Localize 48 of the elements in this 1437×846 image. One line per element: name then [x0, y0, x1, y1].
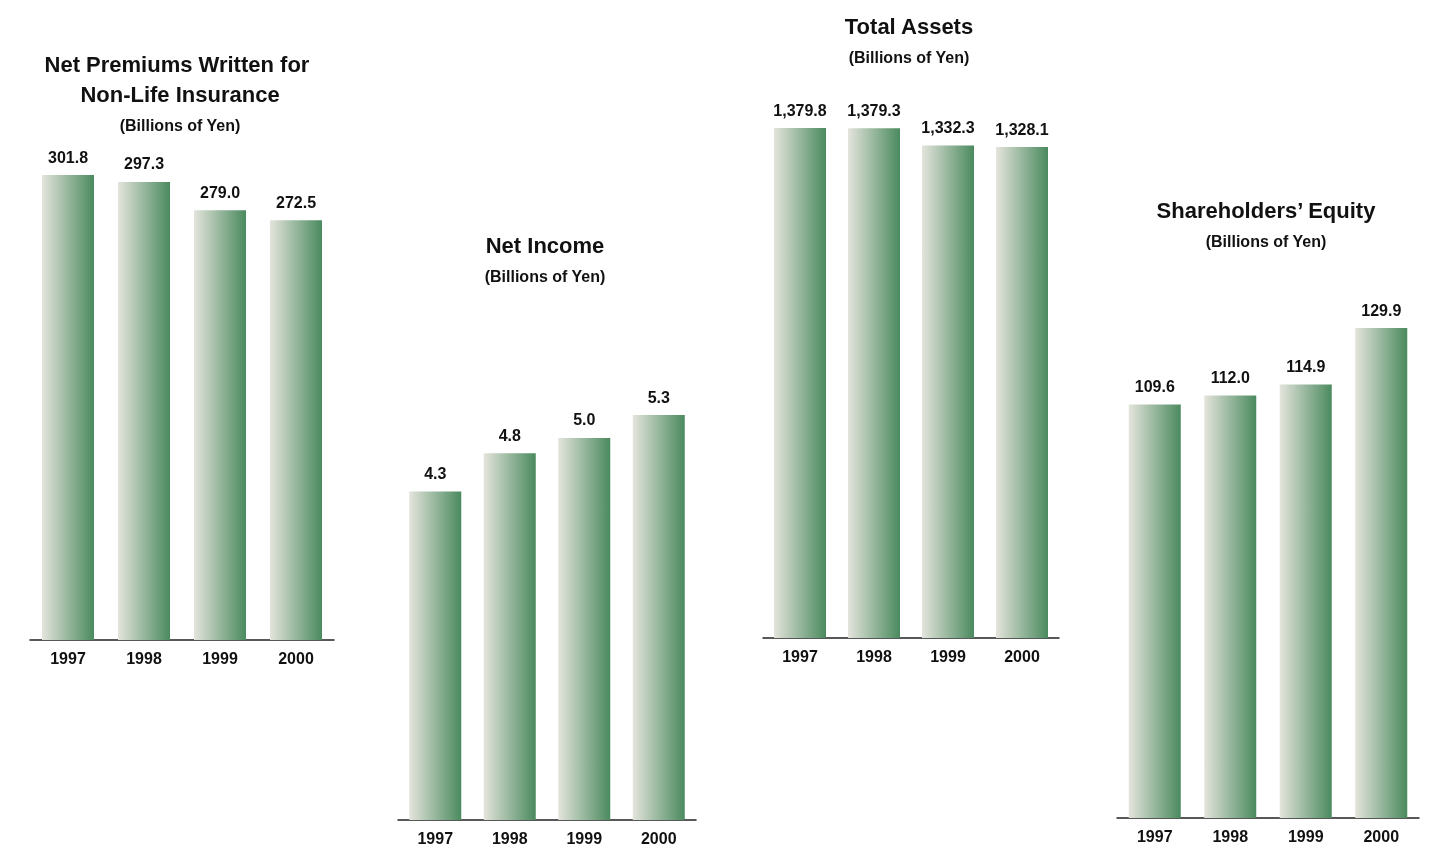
x-tick-label: 1999: [202, 649, 238, 667]
chart-title: Total Assets: [844, 13, 974, 39]
bar: [409, 491, 462, 820]
x-tick-label: 2000: [1004, 647, 1040, 665]
x-tick-label: 1997: [1136, 827, 1173, 845]
chart-subtitle: (Billions of Yen): [848, 48, 970, 66]
data-label: 1,328.1: [995, 120, 1049, 138]
x-tick-label: 2000: [640, 829, 677, 846]
x-tick-label: 1998: [491, 829, 528, 846]
bar: [1128, 404, 1181, 818]
chart-title: Shareholders’ Equity: [1156, 197, 1377, 223]
data-label: 297.3: [123, 155, 165, 173]
data-label: 279.0: [199, 183, 241, 201]
data-label: 1,332.3: [921, 119, 975, 137]
data-label: 4.3: [424, 464, 447, 482]
x-tick-label: 1999: [930, 647, 966, 665]
x-tick-label: 1997: [782, 647, 818, 665]
chart-title: Net Premiums Written for Non-Life Insurance: [44, 51, 316, 107]
chart-subtitle: (Billions of Yen): [119, 116, 241, 134]
data-label: 129.9: [1361, 301, 1402, 319]
x-tick-label: 1998: [126, 649, 162, 667]
x-tick-label: 2000: [1363, 827, 1400, 845]
data-label: 1,379.8: [773, 101, 827, 119]
data-label: 109.6: [1134, 378, 1175, 396]
bar: [558, 437, 611, 820]
x-tick-label: 1997: [50, 649, 86, 667]
bar: [1204, 395, 1257, 818]
bar: [483, 453, 536, 820]
chart-title: Net Income: [485, 232, 605, 258]
chart-subtitle: (Billions of Yen): [1205, 232, 1327, 250]
chart-subtitle: (Billions of Yen): [484, 267, 606, 285]
data-label: 114.9: [1286, 358, 1326, 376]
x-tick-label: 1998: [856, 647, 892, 665]
data-label: 1,379.3: [847, 101, 901, 119]
data-label: 112.0: [1210, 369, 1250, 387]
bar: [632, 415, 685, 820]
bar: [1279, 384, 1332, 818]
x-tick-label: 1999: [566, 829, 603, 846]
data-label: 5.0: [573, 411, 596, 429]
data-label: 272.5: [275, 193, 317, 211]
data-label: 301.8: [47, 148, 89, 166]
x-tick-label: 1997: [417, 829, 454, 846]
x-tick-label: 1998: [1212, 827, 1249, 845]
x-tick-label: 1999: [1287, 827, 1324, 845]
x-tick-label: 2000: [278, 649, 314, 667]
bar: [1355, 328, 1408, 818]
data-label: 4.8: [498, 426, 521, 444]
data-label: 5.3: [647, 388, 670, 406]
